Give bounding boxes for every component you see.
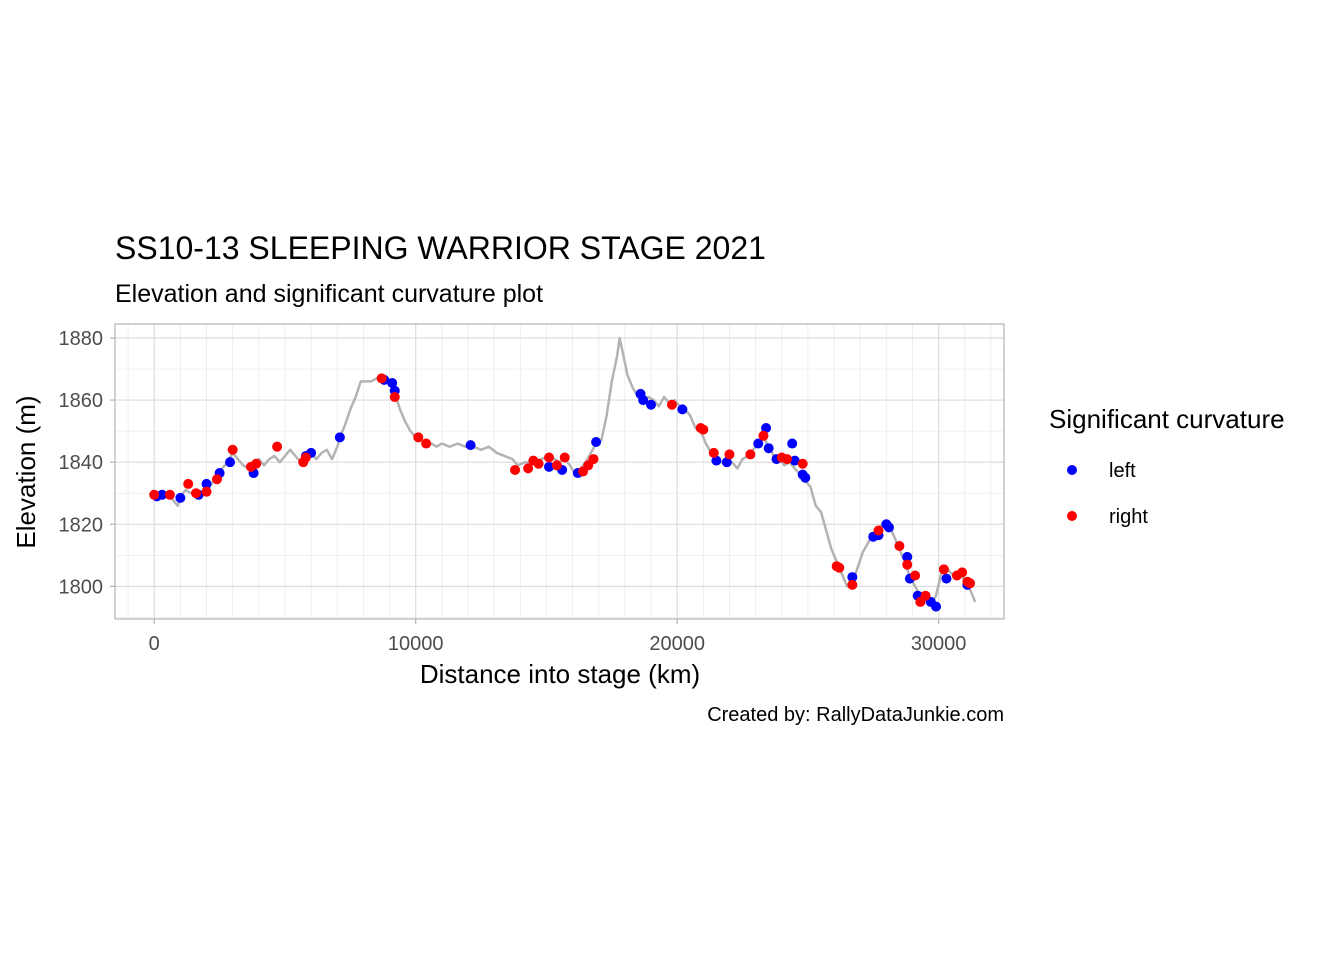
point-left <box>931 601 942 612</box>
point-right <box>957 567 968 578</box>
point-right <box>149 489 160 500</box>
curvature-points <box>149 373 976 612</box>
point-left <box>711 455 722 466</box>
x-axis-ticks: 0 10000 20000 30000 <box>149 619 967 655</box>
point-right <box>227 444 238 455</box>
point-right <box>902 559 913 570</box>
y-tick-label: 1800 <box>59 576 104 598</box>
point-left <box>334 432 345 443</box>
point-right <box>938 564 949 575</box>
point-right <box>413 432 424 443</box>
y-tick-label: 1820 <box>59 514 104 536</box>
point-right <box>758 430 769 441</box>
point-right <box>389 391 400 402</box>
point-right <box>551 460 562 471</box>
point-left <box>761 423 772 434</box>
point-left <box>847 572 858 583</box>
point-left <box>638 395 649 406</box>
point-left <box>157 489 168 500</box>
point-right <box>211 474 222 485</box>
legend: Significant curvature left right <box>1049 404 1285 528</box>
point-right <box>666 399 677 410</box>
point-left <box>677 404 688 415</box>
chart-subtitle: Elevation and significant curvature plot <box>115 280 543 308</box>
elevation-profile-line <box>154 336 977 607</box>
point-left <box>175 492 186 503</box>
point-right <box>588 454 599 465</box>
y-tick-label: 1840 <box>59 452 104 474</box>
point-right <box>421 438 432 449</box>
point-left <box>544 461 555 472</box>
grid-minor-lines <box>115 324 1004 619</box>
point-right <box>847 579 858 590</box>
legend-key-right <box>1067 511 1077 521</box>
point-right <box>183 478 194 489</box>
point-right <box>873 525 884 536</box>
point-right <box>510 464 521 475</box>
y-axis-title: Elevation (m) <box>11 395 41 548</box>
point-right <box>781 454 792 465</box>
chart-title: SS10-13 SLEEPING WARRIOR STAGE 2021 <box>115 230 766 266</box>
point-right <box>559 452 570 463</box>
point-right <box>300 452 311 463</box>
point-right <box>724 449 735 460</box>
point-right <box>698 424 709 435</box>
y-tick-label: 1880 <box>59 328 104 350</box>
y-tick-label: 1860 <box>59 390 104 412</box>
point-right <box>544 452 555 463</box>
point-left <box>646 399 657 410</box>
point-right <box>920 590 931 601</box>
point-left <box>465 440 476 451</box>
point-right <box>708 447 719 458</box>
legend-label-right: right <box>1109 506 1148 528</box>
point-left <box>387 378 398 388</box>
point-left <box>787 438 798 449</box>
point-right <box>523 463 534 474</box>
point-left <box>763 443 774 454</box>
x-tick-label: 30000 <box>911 633 967 655</box>
point-left <box>883 522 894 533</box>
legend-title: Significant curvature <box>1049 404 1285 434</box>
y-axis-ticks: 1800 1820 1840 1860 1880 <box>59 328 115 598</box>
point-right <box>834 562 845 573</box>
legend-items: left right <box>1067 460 1148 528</box>
point-left <box>789 455 800 466</box>
point-left <box>225 457 236 468</box>
legend-key-left <box>1067 465 1077 475</box>
point-right <box>251 458 262 469</box>
point-right <box>376 373 387 384</box>
point-right <box>533 458 544 469</box>
point-left <box>591 437 602 447</box>
point-left <box>902 551 913 562</box>
x-tick-label: 10000 <box>388 633 444 655</box>
point-right <box>191 488 202 499</box>
x-axis-title: Distance into stage (km) <box>420 659 700 689</box>
point-left <box>721 457 732 468</box>
point-right <box>201 486 212 497</box>
point-right <box>164 489 175 500</box>
legend-label-left: left <box>1109 460 1136 482</box>
x-tick-label: 20000 <box>649 633 705 655</box>
point-left <box>201 478 212 489</box>
point-left <box>753 438 764 449</box>
plot-border <box>114 323 1005 620</box>
x-tick-label: 0 <box>149 633 160 655</box>
point-right <box>910 570 921 581</box>
point-right <box>894 541 905 552</box>
chart-caption: Created by: RallyDataJunkie.com <box>707 704 1004 726</box>
point-right <box>745 449 756 460</box>
point-left <box>941 573 952 584</box>
point-right <box>965 578 976 589</box>
point-left <box>800 472 811 483</box>
point-right <box>272 441 283 452</box>
point-right <box>797 458 808 469</box>
